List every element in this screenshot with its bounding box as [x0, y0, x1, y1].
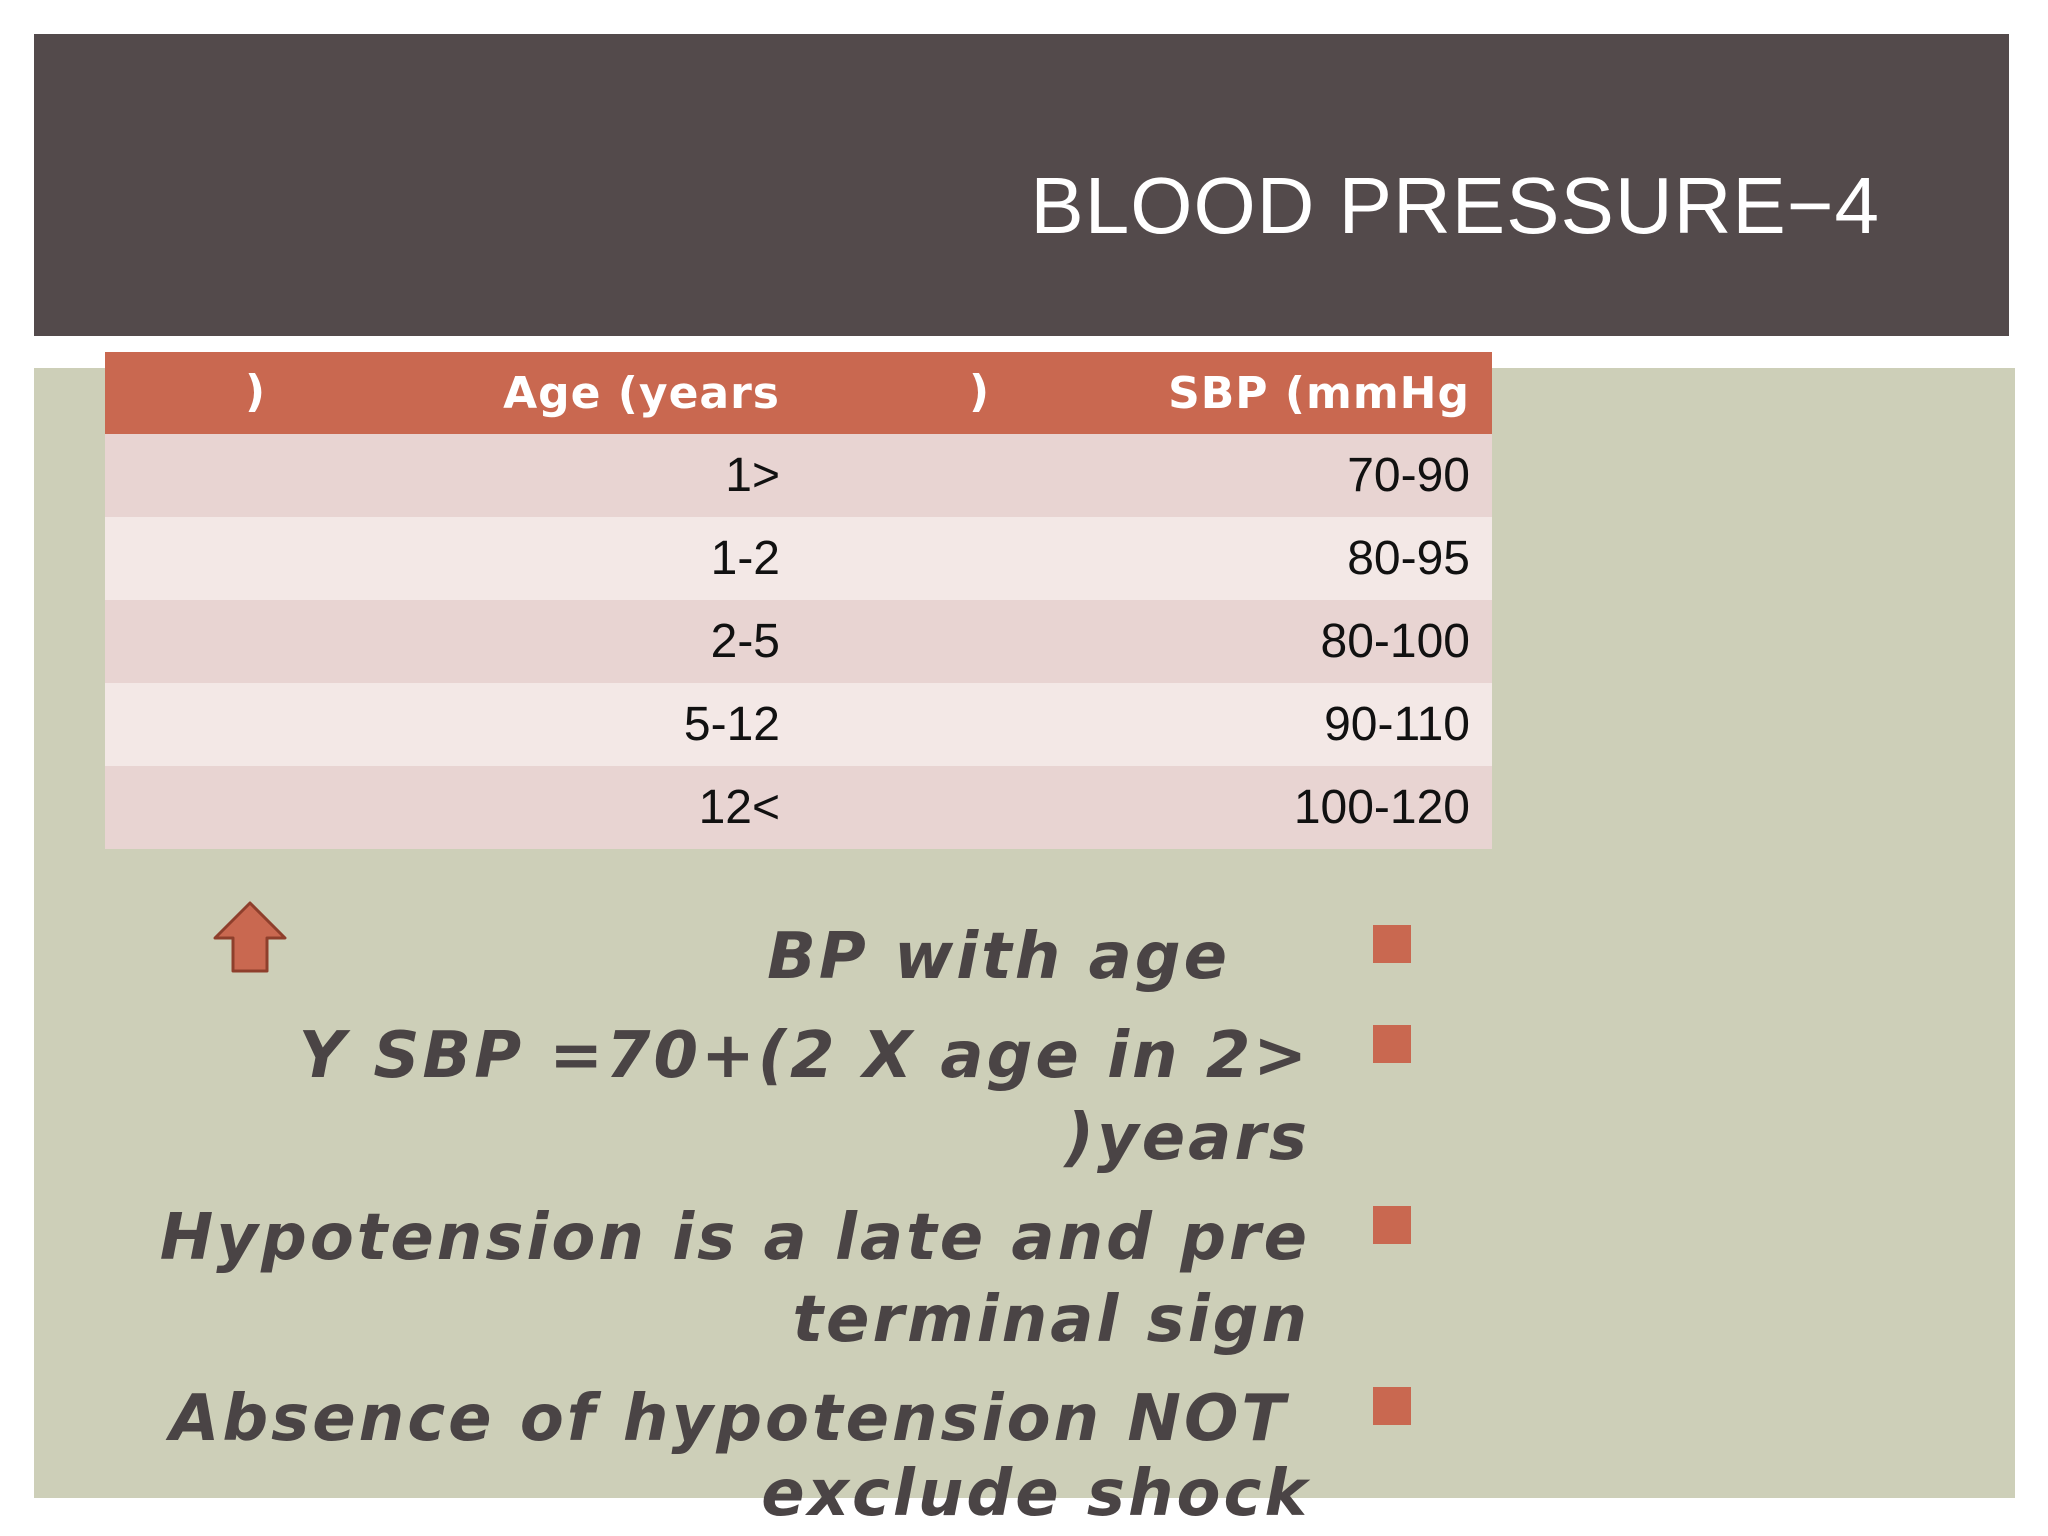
- sbp-cell: 90-110: [802, 683, 1492, 766]
- sbp-header-label: SBP (mmHg: [1168, 368, 1470, 419]
- age-cell: 2-5: [105, 600, 802, 683]
- bp-table: ) Age (years ) SBP (mmHg 1> 70-90 1-2 80…: [105, 352, 1492, 849]
- slide-title: BLOOD PRESSURE−4: [1030, 161, 1880, 250]
- age-header: ) Age (years: [105, 352, 802, 434]
- up-arrow-icon: [213, 901, 287, 973]
- sbp-header: ) SBP (mmHg: [802, 352, 1492, 434]
- age-cell: 5-12: [105, 683, 802, 766]
- table-row: 1> 70-90: [105, 434, 1492, 517]
- table-row: 2-5 80-100: [105, 600, 1492, 683]
- table-row: 1-2 80-95: [105, 517, 1492, 600]
- table-row: 5-12 90-110: [105, 683, 1492, 766]
- sbp-cell: 80-100: [802, 600, 1492, 683]
- table-row: 12< 100-120: [105, 766, 1492, 849]
- age-header-paren: ): [245, 366, 266, 417]
- age-cell: 12<: [105, 766, 802, 849]
- sbp-header-paren: ): [969, 366, 990, 417]
- title-bar: [34, 34, 2009, 336]
- sbp-cell: 100-120: [802, 766, 1492, 849]
- table-header-row: ) Age (years ) SBP (mmHg: [105, 352, 1492, 434]
- age-cell: 1-2: [105, 517, 802, 600]
- age-header-label: Age (years: [503, 368, 780, 419]
- sbp-cell: 70-90: [802, 434, 1492, 517]
- sbp-cell: 80-95: [802, 517, 1492, 600]
- age-cell: 1>: [105, 434, 802, 517]
